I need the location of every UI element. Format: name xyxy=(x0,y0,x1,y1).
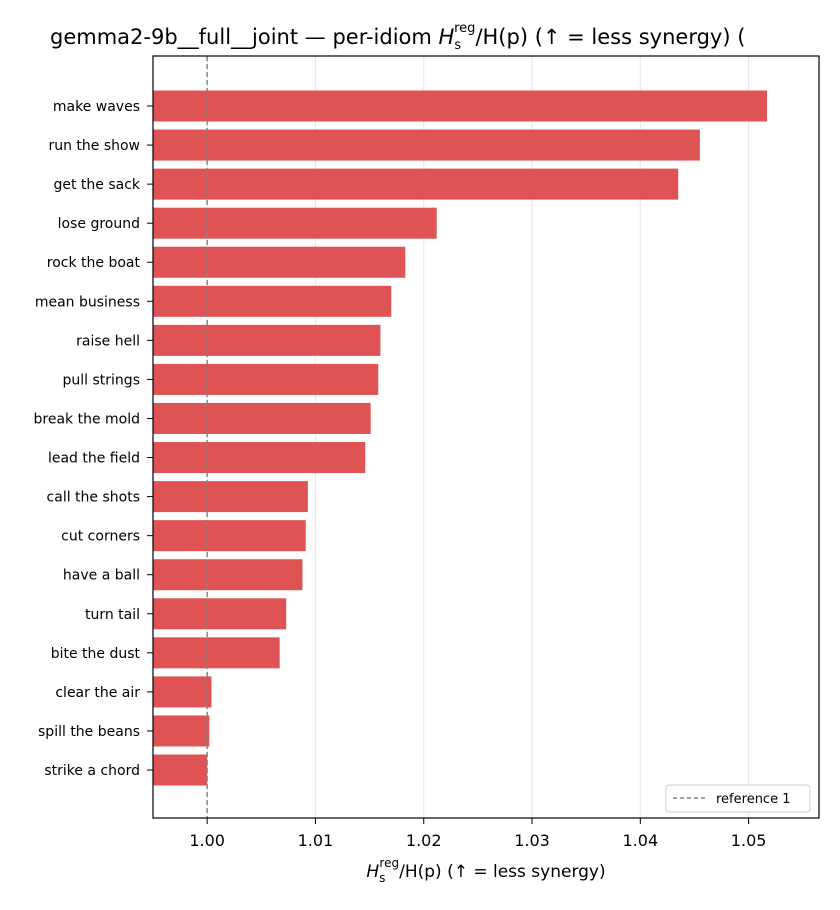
bar xyxy=(153,402,371,434)
y-tick-label: get the sack xyxy=(53,177,140,193)
bar xyxy=(153,598,287,630)
bar xyxy=(153,324,381,356)
y-tick-label: break the mold xyxy=(34,411,141,427)
bar xyxy=(153,363,379,395)
y-tick-label: turn tail xyxy=(85,607,140,623)
bar xyxy=(153,207,437,239)
x-axis-label: Hsreg/H(p) (↑ = less synergy) xyxy=(366,856,605,885)
bar xyxy=(153,481,308,513)
bar xyxy=(153,559,303,591)
y-tick-label: clear the air xyxy=(55,685,140,701)
title-rest: /H(p) (↑ = less synergy) ( xyxy=(475,25,745,49)
y-tick-label: lose ground xyxy=(58,216,140,232)
legend: reference 1 xyxy=(665,784,811,813)
xlabel-sub: s xyxy=(379,871,385,885)
y-tick-label: spill the beans xyxy=(38,724,140,740)
xlabel-sup: reg xyxy=(379,856,399,870)
bar xyxy=(153,715,210,747)
x-tick-label: 1.00 xyxy=(189,831,225,850)
y-tick-label: make waves xyxy=(53,99,140,115)
bar xyxy=(153,90,768,122)
bar xyxy=(153,129,700,161)
y-tick-label: raise hell xyxy=(76,333,140,349)
y-tick-label: have a ball xyxy=(63,568,140,584)
bar xyxy=(153,754,208,786)
bar xyxy=(153,520,306,552)
y-tick-label: cut corners xyxy=(61,529,140,545)
y-tick-label: bite the dust xyxy=(51,646,141,662)
y-tick-label: pull strings xyxy=(63,372,140,388)
x-tick-label: 1.01 xyxy=(298,831,334,850)
bar xyxy=(153,442,366,474)
bar xyxy=(153,676,212,708)
x-tick-label: 1.04 xyxy=(623,831,659,850)
xlabel-h: H xyxy=(366,862,379,882)
x-tick-label: 1.03 xyxy=(514,831,550,850)
title-h: H xyxy=(439,25,455,49)
bars xyxy=(153,90,768,786)
title-sup: reg xyxy=(454,21,475,36)
title-sub: s xyxy=(454,38,461,53)
xlabel-rest: /H(p) (↑ = less synergy) xyxy=(399,862,606,882)
y-tick-label: strike a chord xyxy=(44,763,140,779)
bar xyxy=(153,285,392,317)
y-tick-label: run the show xyxy=(48,138,140,154)
y-tick-label: mean business xyxy=(35,294,140,310)
y-tick-label: rock the boat xyxy=(47,255,141,271)
legend-box xyxy=(665,784,811,813)
x-tick-label: 1.02 xyxy=(406,831,442,850)
x-axis: 1.00 1.01 1.02 1.03 1.04 1.05 xyxy=(189,818,766,850)
y-tick-label: call the shots xyxy=(47,490,140,506)
bar xyxy=(153,168,679,200)
bar xyxy=(153,246,406,278)
chart-title: gemma2-9b__full__joint — per-idiom Hs reg… xyxy=(50,21,745,53)
y-axis: make waves run the show get the sack lose g… xyxy=(34,99,153,779)
plot-frame xyxy=(152,55,820,819)
y-tick-label: lead the field xyxy=(48,451,140,467)
legend-label: reference 1 xyxy=(716,792,790,807)
bar xyxy=(153,637,280,669)
title-prefix: gemma2-9b__full__joint — per-idiom xyxy=(50,25,439,50)
x-tick-label: 1.05 xyxy=(731,831,767,850)
